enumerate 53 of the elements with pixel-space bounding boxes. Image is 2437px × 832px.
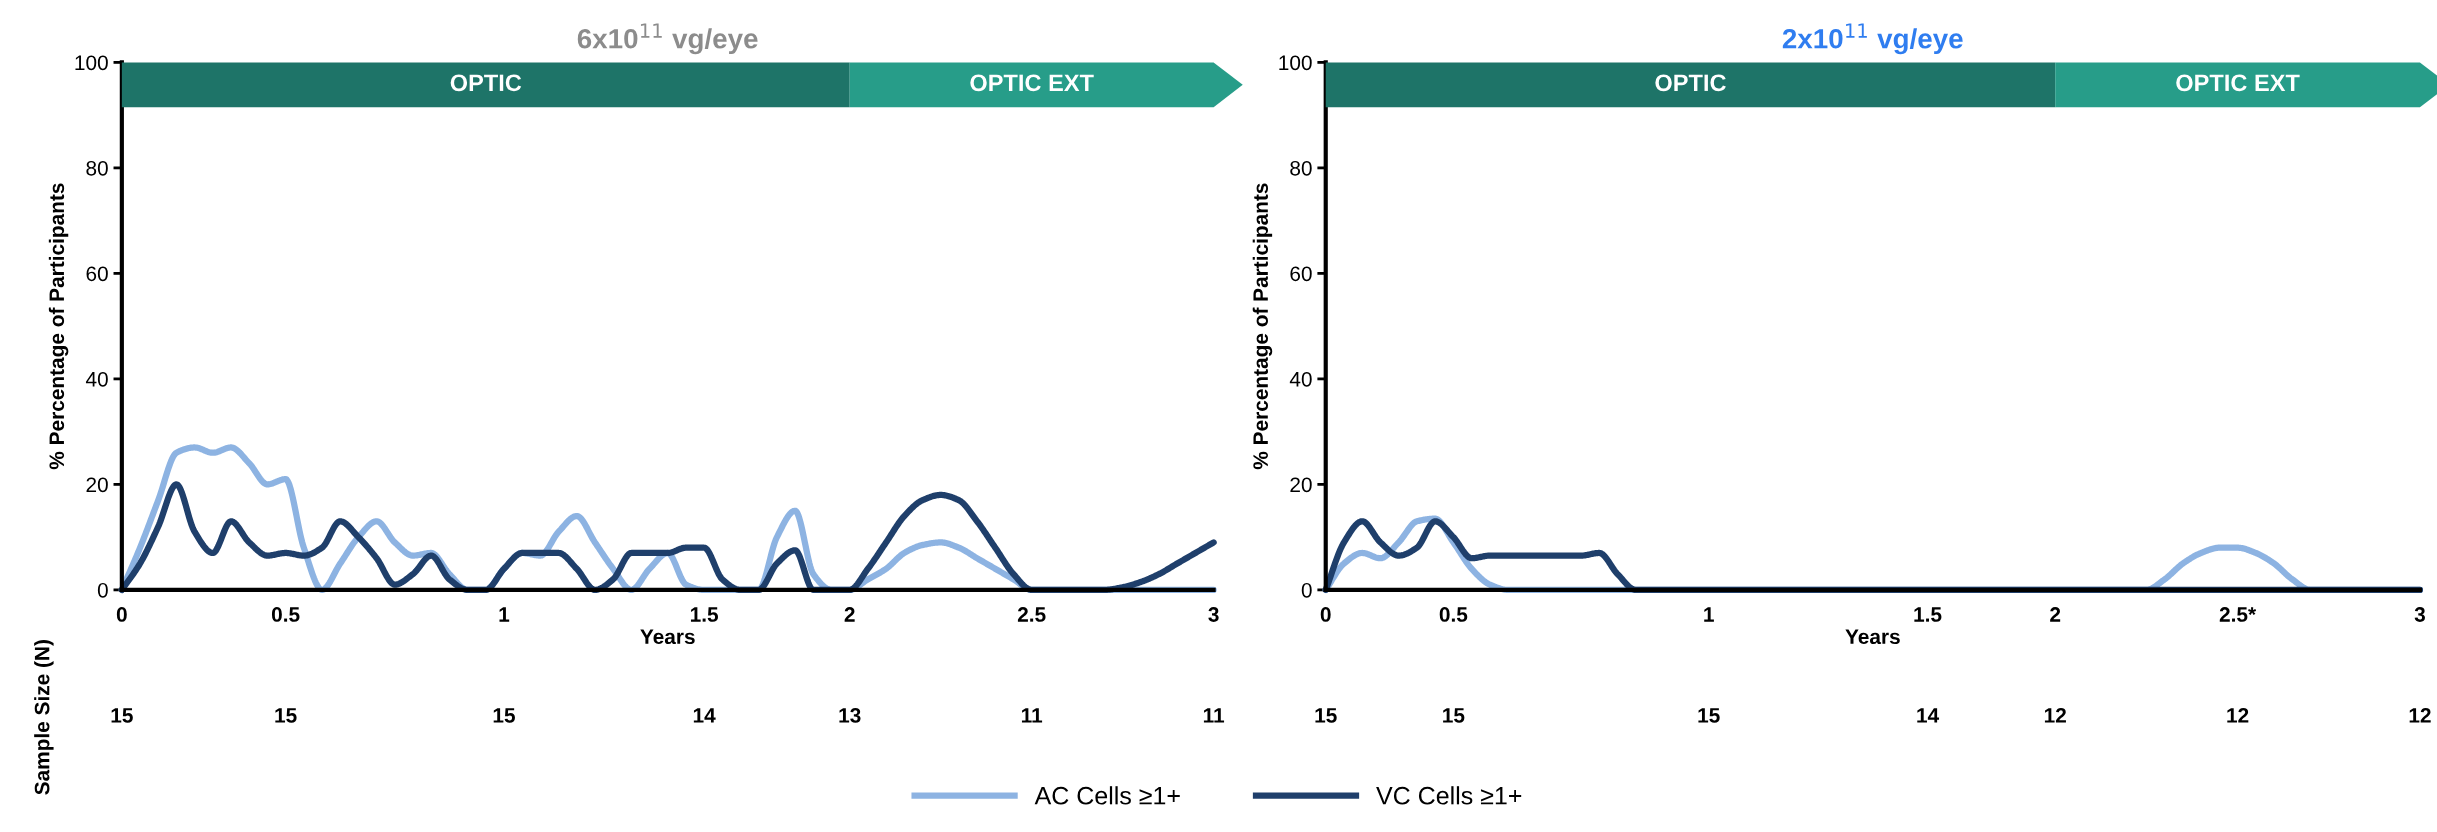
y-tick-label: 100	[75, 55, 108, 71]
legend-label: VC Cells ≥1+	[1376, 786, 1522, 805]
text: 15	[1698, 708, 1720, 723]
y-tick-label: 40	[1289, 371, 1312, 387]
y-tick-label: 80	[86, 160, 108, 176]
y-tick-label: 0	[97, 582, 108, 598]
x-tick-label: 0	[116, 607, 127, 622]
text: 11	[1021, 708, 1043, 723]
text: 14	[1917, 708, 1940, 723]
text: 12	[2044, 708, 2066, 723]
x-tick-label: 3	[1208, 607, 1219, 622]
x-axis-title: Years	[1845, 629, 1900, 645]
band-label: OPTIC EXT	[970, 74, 1094, 92]
y-tick-label: 0	[1301, 582, 1312, 598]
band-label: OPTIC	[450, 74, 522, 92]
band-label: OPTIC	[1655, 74, 1726, 92]
text: 11	[1203, 708, 1225, 723]
x-tick-label: 3	[2414, 607, 2425, 622]
text: 15	[493, 708, 515, 723]
text: 15	[275, 708, 297, 723]
x-tick-label: 0	[1320, 607, 1331, 622]
text: 15	[1315, 708, 1337, 723]
y-tick-label: 80	[1290, 160, 1312, 176]
legend-label: AC Cells ≥1+	[1034, 786, 1180, 805]
text: 15	[111, 708, 133, 723]
text: 12	[2409, 708, 2431, 723]
y-tick-label: 60	[86, 266, 108, 282]
x-axis-title: Years	[640, 629, 695, 645]
band-label: OPTIC EXT	[2176, 74, 2300, 92]
x-tick-label: 1.5	[1914, 607, 1942, 622]
x-tick-label: 2	[2050, 607, 2061, 622]
x-tick-label: 1.5	[690, 607, 719, 622]
x-tick-label: 1	[499, 607, 510, 622]
x-tick-label: 0.5	[271, 607, 300, 622]
text: 15	[1443, 708, 1465, 723]
y-tick-label: 40	[85, 371, 108, 387]
text: 12	[2227, 708, 2249, 723]
y-axis-title: % Percentage of Participants	[1252, 183, 1273, 470]
chart-title: 2x10$^{11}$ vg/eye	[1782, 23, 1963, 55]
x-tick-label: 0.5	[1439, 607, 1468, 622]
x-tick-label: 2.5	[1017, 607, 1046, 622]
chart-title: 6x10$^{11}$ vg/eye	[577, 23, 758, 55]
y-tick-label: 60	[1290, 266, 1312, 282]
y-tick-label: 20	[1290, 477, 1312, 493]
x-tick-label: 1	[1704, 607, 1714, 622]
y-tick-label: 20	[86, 477, 108, 493]
text: 14	[693, 708, 716, 723]
x-tick-label: 2.5*	[2219, 607, 2257, 622]
x-tick-label: 2	[844, 607, 855, 622]
text: Sample Size (N)	[34, 640, 54, 795]
y-tick-label: 100	[1279, 55, 1312, 71]
text: 13	[839, 708, 861, 723]
y-axis-title: % Percentage of Participants	[48, 183, 69, 470]
